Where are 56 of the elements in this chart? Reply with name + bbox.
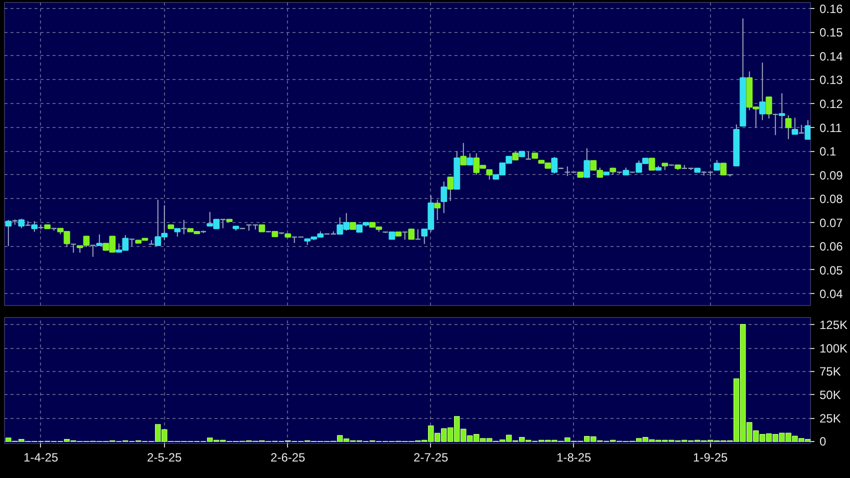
y-tick-label: 75K bbox=[820, 364, 841, 379]
candlestick bbox=[90, 244, 96, 258]
x-tick-label: 1-9-25 bbox=[693, 450, 728, 464]
candlestick bbox=[460, 142, 467, 166]
x-tick-label: 1-8-25 bbox=[556, 450, 592, 464]
y-tick-label: 0.06 bbox=[820, 240, 844, 254]
candlestick bbox=[402, 231, 408, 240]
y-tick-label: 0.11 bbox=[820, 120, 842, 135]
candlestick bbox=[584, 148, 590, 178]
y-tick-label: 0.16 bbox=[820, 2, 844, 16]
y-tick-label: 0.05 bbox=[820, 263, 844, 278]
x-tick-label: 2-5-25 bbox=[147, 450, 182, 464]
candlestick bbox=[440, 180, 448, 214]
candlestick bbox=[96, 234, 103, 246]
y-tick-label: 0.04 bbox=[820, 287, 844, 302]
candlestick bbox=[785, 114, 792, 140]
y-tick-label: 125K bbox=[820, 318, 848, 332]
candlestick bbox=[525, 151, 532, 160]
x-tick-label: 1-4-25 bbox=[24, 450, 59, 464]
y-tick-label: 0.1 bbox=[820, 144, 837, 159]
candlestick bbox=[486, 169, 493, 180]
candlestick bbox=[83, 236, 90, 248]
y-tick-label: 50K bbox=[820, 388, 841, 402]
y-tick-label: 0.12 bbox=[820, 97, 844, 111]
candlestick bbox=[18, 218, 25, 229]
candlestick bbox=[31, 220, 38, 232]
candlestick bbox=[772, 113, 779, 136]
y-tick-label: 0.08 bbox=[820, 192, 844, 206]
x-tick-label: 2-7-25 bbox=[414, 450, 449, 464]
candlestick bbox=[551, 156, 558, 174]
candlestick bbox=[714, 160, 720, 171]
candlestick bbox=[414, 228, 422, 240]
candlestick bbox=[434, 199, 441, 220]
y-tick-label: 0.13 bbox=[820, 73, 844, 88]
candlestick bbox=[447, 176, 454, 202]
candlestick bbox=[804, 120, 810, 140]
y-tick-label: 0 bbox=[820, 434, 826, 449]
y-tick-label: 0.15 bbox=[820, 26, 844, 40]
y-tick-label: 0.09 bbox=[820, 168, 844, 182]
candlestick bbox=[798, 124, 805, 134]
candlestick bbox=[408, 228, 415, 240]
candlestick bbox=[792, 117, 798, 135]
y-tick-label: 0.14 bbox=[820, 49, 844, 64]
candlestick bbox=[766, 96, 772, 119]
candlestick bbox=[220, 218, 226, 229]
candlestick bbox=[180, 219, 188, 235]
candlestick bbox=[648, 158, 656, 171]
candlestick bbox=[466, 152, 474, 166]
candlestick bbox=[778, 92, 786, 129]
candlestick bbox=[759, 62, 766, 121]
y-tick-label: 25K bbox=[820, 411, 841, 426]
y-tick-label: 100K bbox=[820, 341, 848, 356]
y-tick-label: 0.07 bbox=[820, 216, 844, 230]
x-tick-label: 2-6-25 bbox=[270, 450, 306, 464]
candlestick bbox=[5, 219, 12, 247]
candlestick bbox=[720, 162, 727, 176]
